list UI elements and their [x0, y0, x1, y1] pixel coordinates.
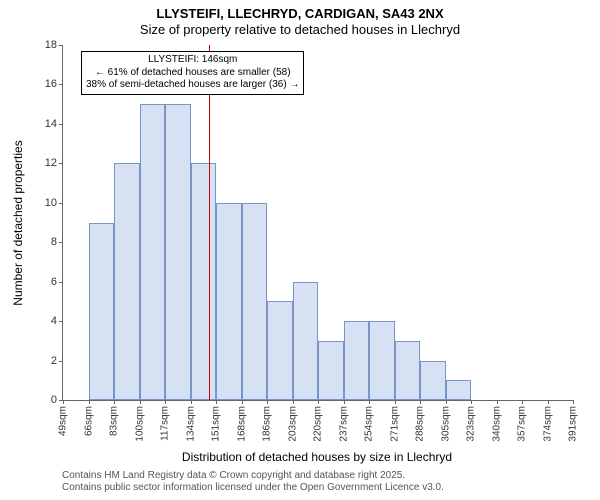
x-tick-label: 66sqm [83, 406, 94, 436]
y-tick-mark [59, 361, 63, 362]
y-tick-label: 12 [45, 157, 57, 169]
histogram-bar [293, 282, 319, 400]
y-tick-label: 8 [51, 236, 57, 248]
x-tick-mark [548, 400, 549, 404]
x-tick-label: 134sqm [185, 406, 196, 442]
x-tick-label: 117sqm [160, 406, 171, 441]
histogram-bar [267, 301, 293, 400]
x-tick-mark [471, 400, 472, 404]
x-axis-label: Distribution of detached houses by size … [62, 450, 572, 464]
y-tick-label: 10 [45, 197, 57, 209]
x-tick-label: 254sqm [364, 406, 375, 442]
histogram-bar [114, 163, 140, 400]
x-tick-mark [293, 400, 294, 404]
x-tick-label: 374sqm [542, 406, 553, 442]
chart-title-line1: LLYSTEIFI, LLECHRYD, CARDIGAN, SA43 2NX [0, 6, 600, 21]
y-tick-mark [59, 45, 63, 46]
x-tick-mark [395, 400, 396, 404]
x-tick-mark [191, 400, 192, 404]
chart-footer: Contains HM Land Registry data © Crown c… [62, 470, 444, 494]
y-tick-label: 0 [51, 394, 57, 406]
y-tick-mark [59, 242, 63, 243]
x-tick-label: 357sqm [517, 406, 528, 442]
reference-line [209, 45, 210, 400]
y-axis-label: Number of detached properties [11, 140, 25, 305]
histogram-bar [395, 341, 421, 400]
y-tick-label: 14 [45, 118, 57, 130]
footer-line2: Contains public sector information licen… [62, 482, 444, 494]
x-tick-mark [318, 400, 319, 404]
x-tick-mark [344, 400, 345, 404]
x-tick-mark [140, 400, 141, 404]
y-tick-label: 16 [45, 78, 57, 90]
x-tick-mark [114, 400, 115, 404]
histogram-bar [89, 223, 115, 401]
chart-container: LLYSTEIFI, LLECHRYD, CARDIGAN, SA43 2NX … [0, 0, 600, 500]
x-tick-mark [165, 400, 166, 404]
y-tick-mark [59, 84, 63, 85]
histogram-bar [420, 361, 446, 400]
x-tick-label: 220sqm [313, 406, 324, 442]
y-tick-mark [59, 124, 63, 125]
y-tick-mark [59, 203, 63, 204]
histogram-bar [344, 321, 370, 400]
x-tick-mark [63, 400, 64, 404]
x-tick-label: 305sqm [440, 406, 451, 442]
x-tick-mark [497, 400, 498, 404]
x-tick-mark [573, 400, 574, 404]
x-tick-label: 391sqm [568, 406, 579, 442]
histogram-bar [216, 203, 242, 400]
x-tick-label: 83sqm [109, 406, 120, 436]
x-tick-mark [522, 400, 523, 404]
histogram-bar [242, 203, 268, 400]
x-tick-mark [420, 400, 421, 404]
y-tick-mark [59, 321, 63, 322]
x-tick-label: 323sqm [466, 406, 477, 442]
x-tick-label: 49sqm [58, 406, 69, 436]
histogram-bar [318, 341, 344, 400]
histogram-bar [446, 380, 472, 400]
y-tick-mark [59, 282, 63, 283]
histogram-bar [369, 321, 395, 400]
y-tick-label: 18 [45, 39, 57, 51]
chart-title-line2: Size of property relative to detached ho… [0, 22, 600, 37]
y-tick-mark [59, 163, 63, 164]
annotation-line: LLYSTEIFI: 146sqm [86, 54, 299, 67]
annotation-box: LLYSTEIFI: 146sqm← 61% of detached house… [81, 51, 304, 95]
x-tick-label: 186sqm [262, 406, 273, 442]
footer-line1: Contains HM Land Registry data © Crown c… [62, 470, 444, 482]
x-tick-mark [242, 400, 243, 404]
x-tick-mark [216, 400, 217, 404]
y-tick-label: 2 [51, 355, 57, 367]
plot-area: 02468101214161849sqm66sqm83sqm100sqm117s… [62, 45, 573, 401]
histogram-bar [191, 163, 217, 400]
x-tick-mark [267, 400, 268, 404]
histogram-bar [140, 104, 166, 400]
x-tick-label: 237sqm [338, 406, 349, 442]
y-tick-label: 4 [51, 315, 57, 327]
x-tick-label: 168sqm [236, 406, 247, 442]
annotation-line: ← 61% of detached houses are smaller (58… [86, 67, 299, 80]
x-tick-label: 203sqm [287, 406, 298, 442]
x-tick-mark [369, 400, 370, 404]
x-tick-mark [89, 400, 90, 404]
x-tick-label: 100sqm [134, 406, 145, 442]
x-tick-mark [446, 400, 447, 404]
x-tick-label: 288sqm [415, 406, 426, 442]
x-tick-label: 151sqm [211, 406, 222, 442]
x-tick-label: 271sqm [389, 406, 400, 442]
histogram-bar [165, 104, 191, 400]
x-tick-label: 340sqm [491, 406, 502, 442]
annotation-line: 38% of semi-detached houses are larger (… [86, 79, 299, 92]
y-tick-label: 6 [51, 276, 57, 288]
